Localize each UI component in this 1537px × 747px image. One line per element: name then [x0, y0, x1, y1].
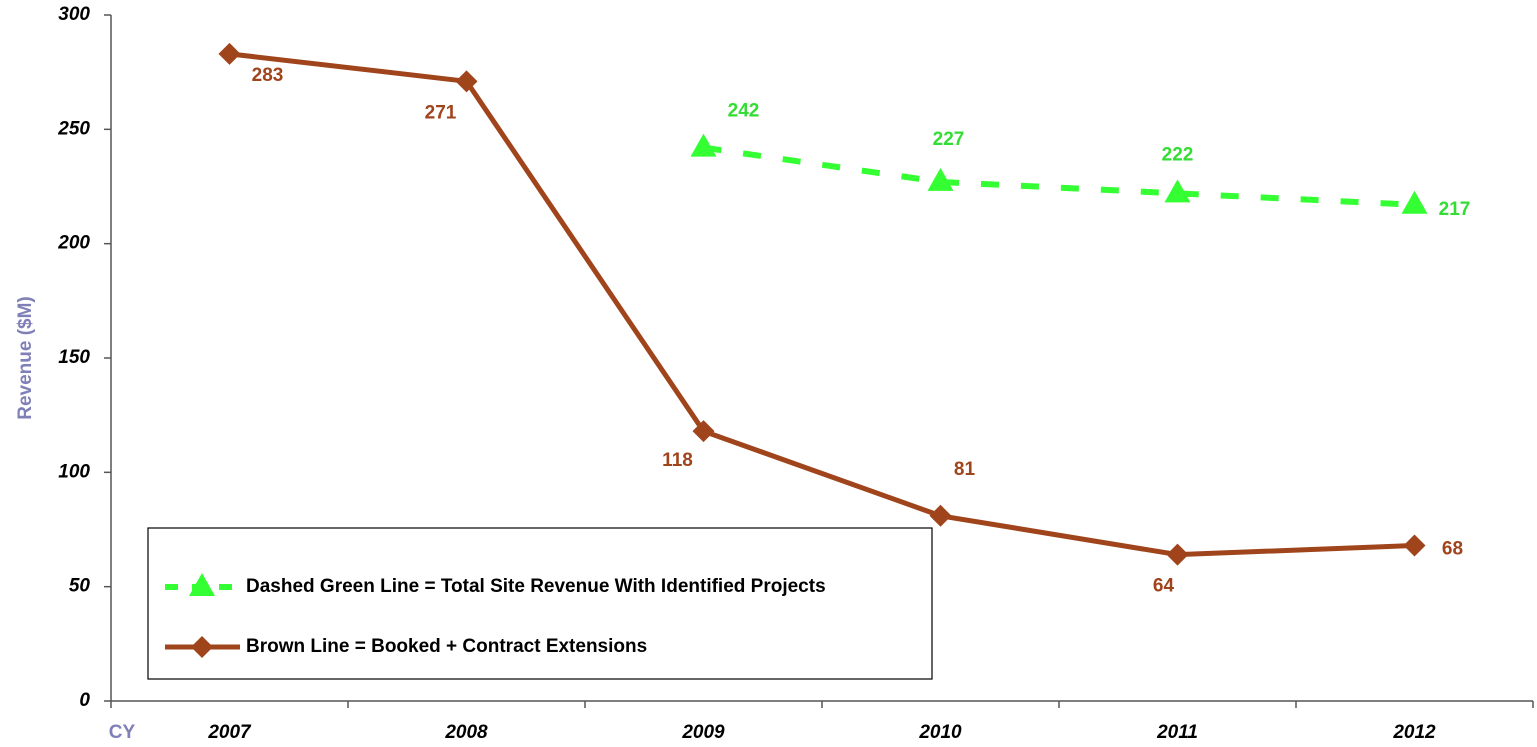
legend-label: Dashed Green Line = Total Site Revenue W… — [246, 576, 826, 597]
data-label: 227 — [933, 129, 965, 150]
legend-box — [147, 527, 933, 680]
marker — [1401, 190, 1428, 214]
x-tick-label: 2008 — [444, 722, 488, 743]
marker — [1403, 534, 1426, 557]
marker — [692, 420, 715, 443]
marker — [218, 42, 241, 65]
marker — [927, 167, 954, 191]
marker — [929, 504, 952, 527]
data-label: 222 — [1162, 144, 1194, 165]
x-tick-label: 2007 — [207, 722, 252, 743]
data-label: 217 — [1439, 199, 1471, 220]
data-label: 271 — [425, 102, 457, 123]
series-line — [229, 51, 1415, 558]
data-label: 242 — [728, 101, 760, 122]
y-tick-label: 50 — [69, 576, 91, 597]
y-tick-label: 150 — [58, 347, 90, 368]
marker — [189, 573, 215, 596]
data-label: 118 — [662, 450, 693, 471]
x-tick-label: 2009 — [681, 722, 725, 743]
marker — [455, 70, 478, 93]
x-axis-label: CY — [109, 722, 136, 743]
data-label: 283 — [252, 65, 284, 86]
data-label: 81 — [954, 459, 976, 480]
y-tick-label: 300 — [58, 4, 90, 25]
y-axis-label: Revenue ($M) — [15, 296, 36, 420]
y-tick-label: 200 — [57, 233, 90, 254]
marker — [191, 636, 213, 658]
legend-label: Brown Line = Booked + Contract Extension… — [246, 636, 647, 657]
data-label: 64 — [1153, 576, 1175, 597]
marker — [1166, 543, 1189, 566]
x-tick-label: 2012 — [1392, 722, 1436, 743]
marker — [690, 133, 717, 157]
y-tick-label: 100 — [58, 461, 90, 482]
series-line — [703, 144, 1415, 208]
x-tick-label: 2011 — [1156, 722, 1198, 743]
y-tick-label: 0 — [79, 690, 90, 711]
y-tick-label: 250 — [57, 118, 90, 139]
marker — [1164, 179, 1191, 203]
x-tick-label: 2010 — [918, 722, 962, 743]
data-label: 68 — [1442, 539, 1463, 560]
